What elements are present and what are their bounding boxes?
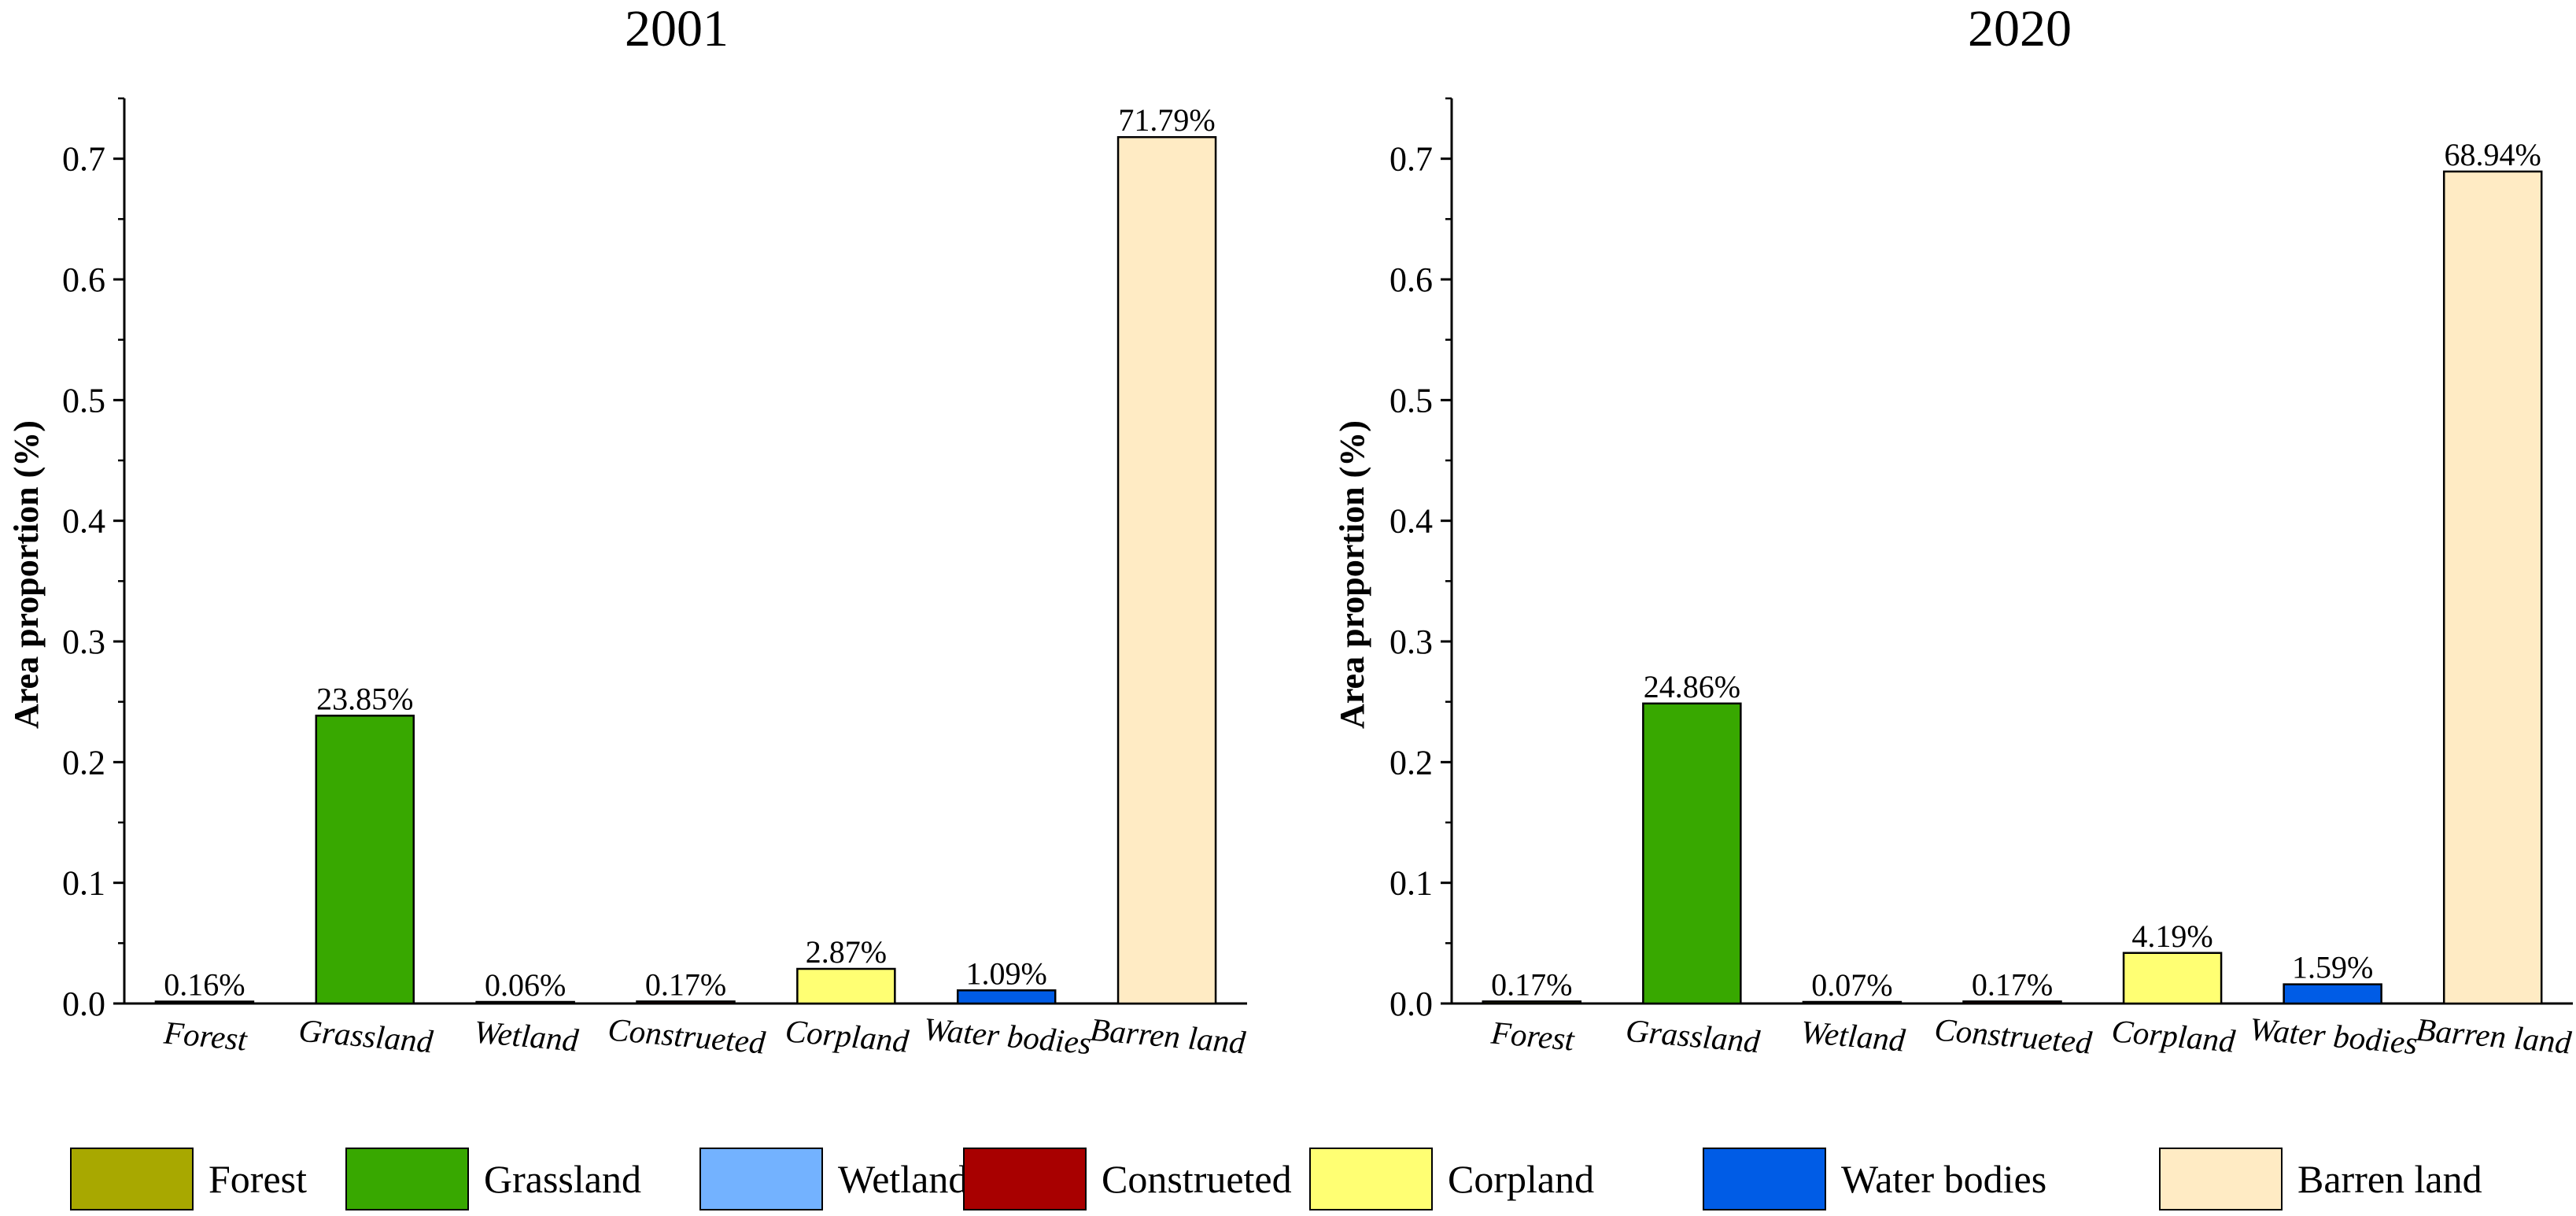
data-label: 71.79% [1118, 102, 1215, 138]
data-label: 0.16% [164, 967, 245, 1003]
bar-grassland [1642, 702, 1742, 1005]
data-label: 4.19% [2131, 918, 2212, 954]
legend-swatch [70, 1148, 194, 1210]
data-label: 1.09% [966, 955, 1047, 991]
y-axis-label: Area proportion (%) [7, 420, 46, 729]
y-axis-label: Area proportion (%) [1333, 420, 1371, 729]
legend-swatch [2159, 1148, 2283, 1210]
bar-water-bodies [2283, 983, 2382, 1005]
data-label: 0.17% [1972, 967, 2053, 1002]
category-label: Construeted [1933, 1011, 2094, 1060]
legend-swatch [345, 1148, 469, 1210]
bar-forest [154, 1000, 255, 1005]
data-label: 1.59% [2292, 950, 2373, 985]
data-label: 0.17% [645, 967, 726, 1002]
category-label: Water bodies [2248, 1011, 2419, 1061]
category-label: Barren land [2415, 1011, 2574, 1061]
legend-label: Forest [209, 1157, 307, 1201]
bar-barren-land [1116, 135, 1217, 1005]
bar-wetland [475, 1000, 575, 1005]
category-label: Grassland [1624, 1012, 1762, 1060]
legend-label: Corpland [1448, 1157, 1594, 1201]
legend-label: Water bodies [1841, 1157, 2046, 1201]
legend-swatch [1309, 1148, 1433, 1210]
y-tick-label: 0.3 [62, 623, 105, 661]
bar-construeted [636, 1000, 736, 1005]
y-tick-label: 0.1 [1389, 864, 1433, 903]
data-label: 23.85% [316, 681, 413, 716]
bar-water-bodies [956, 989, 1057, 1005]
y-tick-label: 0.4 [62, 502, 105, 541]
data-label: 24.86% [1644, 669, 1740, 704]
y-tick-label: 0.5 [62, 381, 105, 420]
y-tick-label: 0.5 [1389, 381, 1433, 420]
category-label: Grassland [297, 1012, 435, 1060]
legend-label: Grassland [484, 1157, 641, 1201]
category-label: Barren land [1089, 1011, 1248, 1061]
chart-title: 2020 [1968, 0, 2072, 57]
y-tick-label: 0.6 [62, 261, 105, 299]
data-label: 0.06% [485, 967, 566, 1003]
data-label: 0.07% [1811, 967, 1892, 1003]
y-tick-label: 0.2 [1389, 743, 1433, 782]
category-label: Wetland [1799, 1013, 1907, 1058]
category-label: Forest [1489, 1014, 1577, 1057]
chart-2001: 2001 0.0 0.1 0.2 0.3 0.4 0.5 0.6 0.7 Area proport… [7, 0, 1247, 1061]
y-tick-label: 0.7 [1389, 140, 1433, 179]
category-label: Water bodies [922, 1011, 1093, 1061]
category-label: Corpland [2110, 1012, 2237, 1059]
category-label: Wetland [473, 1013, 581, 1058]
legend-label: Construeted [1102, 1157, 1292, 1201]
y-tick-label: 0.3 [1389, 623, 1433, 661]
y-tick-label: 0.4 [1389, 502, 1433, 541]
category-label: Corpland [784, 1012, 910, 1059]
bar-wetland [1802, 1000, 1902, 1005]
legend: Forest Grassland Wetland Construeted Corplan… [70, 1148, 2482, 1210]
y-tick-label: 0.2 [62, 743, 105, 782]
y-tick-label: 0.7 [62, 140, 105, 179]
bar-barren-land [2442, 170, 2543, 1005]
bar-construeted [1962, 1000, 2062, 1005]
legend-label: Wetland [838, 1157, 968, 1201]
legend-swatch [1703, 1148, 1826, 1210]
legend-swatch [963, 1148, 1087, 1210]
bar-forest [1482, 1000, 1582, 1005]
data-label: 68.94% [2445, 137, 2541, 172]
legend-swatch [699, 1148, 823, 1210]
legend-label: Barren land [2297, 1157, 2482, 1201]
data-label: 0.17% [1491, 967, 1572, 1002]
category-label: Construeted [607, 1011, 767, 1060]
y-tick-label: 0.1 [62, 864, 105, 903]
chart-2020: 2020 0.0 0.1 0.2 0.3 0.4 0.5 0.6 0.7 Area proport… [1333, 0, 2573, 1061]
category-label: Forest [162, 1014, 250, 1057]
chart-title: 2001 [625, 0, 729, 57]
bar-grassland [315, 715, 415, 1005]
bar-corpland [796, 967, 896, 1005]
y-tick-label: 0.0 [62, 985, 105, 1023]
data-label: 2.87% [806, 934, 887, 970]
bar-corpland [2122, 952, 2223, 1005]
y-tick-label: 0.6 [1389, 261, 1433, 299]
y-tick-label: 0.0 [1389, 985, 1433, 1023]
